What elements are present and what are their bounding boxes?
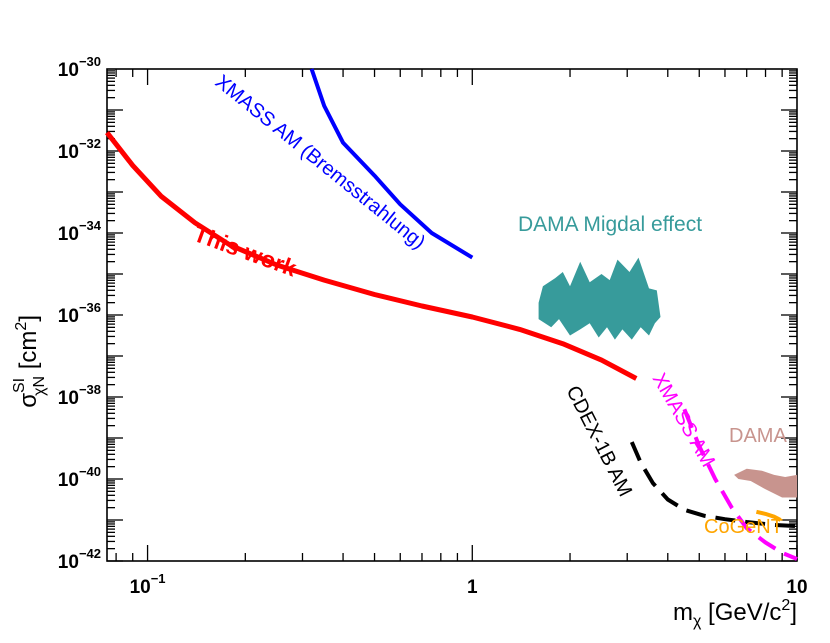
y-tick-label: 10−40 bbox=[58, 464, 101, 491]
y-tick-labels: 10−30 10−32 10−34 10−36 10−38 10−40 10−42 bbox=[58, 54, 102, 573]
label-xmass-am: XMASS AM bbox=[648, 370, 719, 471]
y-axis-title: σSI χN [cm2] bbox=[11, 315, 48, 408]
minor-ticks bbox=[107, 69, 798, 562]
curve-cdex-1b-am bbox=[629, 441, 798, 529]
x-tick-label: 10 bbox=[786, 577, 807, 598]
y-tick-label: 10−30 bbox=[58, 54, 101, 81]
x-tick-labels: 10−1 1 10 bbox=[130, 571, 808, 598]
label-this-work: This work bbox=[190, 220, 300, 281]
label-dama: DAMA bbox=[729, 425, 787, 447]
label-cogent: CoGeNT bbox=[704, 516, 783, 538]
x-tick-label: 10−1 bbox=[130, 571, 166, 598]
curve-xmass-am bbox=[682, 408, 798, 561]
y-tick-label: 10−32 bbox=[58, 136, 101, 163]
y-tick-label: 10−34 bbox=[58, 218, 102, 245]
x-tick-label: 1 bbox=[467, 577, 478, 598]
exclusion-regions bbox=[538, 257, 797, 498]
label-cdex-1b-am: CDEX-1B AM bbox=[562, 382, 637, 500]
y-tick-label: 10−36 bbox=[58, 300, 101, 327]
limit-curves bbox=[105, 68, 798, 561]
region-dama-migdal-effect bbox=[538, 257, 661, 340]
y-tick-label: 10−42 bbox=[58, 546, 101, 573]
x-axis-title: mχ [GeV/c2] bbox=[673, 597, 797, 630]
y-tick-label: 10−38 bbox=[58, 382, 101, 409]
label-dama-migdal-effect: DAMA Migdal effect bbox=[518, 213, 702, 236]
curve-xmass-am-bremsstrahlung- bbox=[309, 68, 474, 260]
curve-this-work bbox=[105, 131, 638, 381]
region-dama bbox=[734, 468, 797, 498]
curve-cogent bbox=[755, 509, 782, 522]
